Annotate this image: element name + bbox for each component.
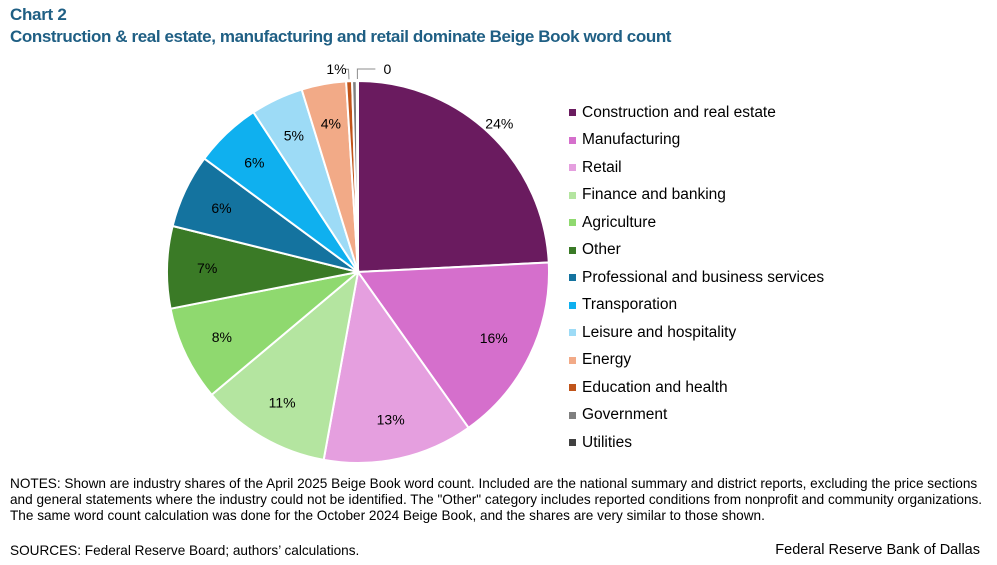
legend-label: Finance and banking <box>582 186 726 204</box>
label-utilities: 0 <box>383 61 391 77</box>
legend-label: Transporation <box>582 296 678 314</box>
legend-swatch <box>569 246 576 254</box>
slice-finance-and-banking <box>210 269 360 462</box>
leader-utilities <box>356 68 376 80</box>
legend-label: Professional and business services <box>582 268 825 286</box>
legend-label: Manufacturing <box>582 131 681 149</box>
label-education-and-health: 1% <box>326 61 346 77</box>
legend-swatch <box>569 356 576 364</box>
label-leisure-and-hospitality: 5% <box>284 127 304 143</box>
legend-item-retail: Retail <box>569 154 824 182</box>
legend-swatch <box>569 384 576 392</box>
legend-item-other: Other <box>569 237 824 265</box>
legend-swatch <box>569 219 576 227</box>
pie-chart: 24% 16% 13% 11% 8% 7% 6% 6% 5% 4% 1% 0 <box>166 61 550 464</box>
legend-swatch <box>569 109 576 117</box>
slice-agriculture <box>169 271 359 397</box>
legend-label: Utilities <box>582 433 632 451</box>
legend-label: Energy <box>582 351 632 369</box>
slice-utilities <box>355 79 359 273</box>
label-professional-and-business-services: 6% <box>211 200 231 216</box>
legend-swatch <box>569 439 576 447</box>
pie-slices <box>166 79 550 464</box>
legend-swatch <box>569 274 576 282</box>
leader-education-and-health <box>344 68 350 80</box>
label-other: 7% <box>197 260 217 276</box>
legend-label: Construction and real estate <box>582 103 776 121</box>
legend-label: Other <box>582 241 621 259</box>
legend-swatch <box>569 301 576 309</box>
label-construction-and-real-estate: 24% <box>485 115 513 131</box>
chart-legend: Construction and real estate Manufacturin… <box>569 99 824 457</box>
label-energy: 4% <box>321 116 341 132</box>
legend-item-education-and-health: Education and health <box>569 374 824 402</box>
legend-item-construction-and-real-estate: Construction and real estate <box>569 99 824 127</box>
legend-item-finance-and-banking: Finance and banking <box>569 182 824 210</box>
legend-label: Education and health <box>582 378 728 396</box>
chart-number: Chart 2 <box>10 5 67 24</box>
legend-swatch <box>569 164 576 172</box>
legend-item-government: Government <box>569 402 824 430</box>
label-transporation: 6% <box>244 154 264 170</box>
legend-item-manufacturing: Manufacturing <box>569 127 824 155</box>
label-agriculture: 8% <box>212 329 232 345</box>
legend-item-leisure-and-hospitality: Leisure and hospitality <box>569 319 824 347</box>
slice-retail <box>322 269 470 464</box>
chart-notes: NOTES: Shown are industry shares of the … <box>10 476 983 523</box>
legend-swatch <box>569 191 576 199</box>
legend-label: Government <box>582 406 668 424</box>
label-finance-and-banking: 11% <box>269 394 296 410</box>
chart-sources: SOURCES: Federal Reserve Board; authors’… <box>10 543 360 558</box>
leader-lines <box>344 68 376 80</box>
legend-swatch <box>569 136 576 144</box>
legend-item-agriculture: Agriculture <box>569 209 824 237</box>
chart-title: Construction & real estate, manufacturin… <box>10 27 672 46</box>
data-labels: 24% 16% 13% 11% 8% 7% 6% 6% 5% 4% 1% 0 <box>197 61 513 427</box>
legend-label: Retail <box>582 158 622 176</box>
legend-item-energy: Energy <box>569 347 824 375</box>
label-manufacturing: 16% <box>480 330 508 346</box>
legend-label: Leisure and hospitality <box>582 323 737 341</box>
organization-credit: Federal Reserve Bank of Dallas <box>775 542 980 558</box>
legend-item-professional-and-business-services: Professional and business services <box>569 264 824 292</box>
legend-item-transporation: Transporation <box>569 292 824 320</box>
legend-item-utilities: Utilities <box>569 429 824 457</box>
legend-swatch <box>569 411 576 419</box>
slice-construction-and-real-estate <box>357 79 550 274</box>
legend-swatch <box>569 329 576 337</box>
slice-manufacturing <box>356 261 550 430</box>
legend-label: Agriculture <box>582 213 657 231</box>
label-retail: 13% <box>377 411 405 427</box>
